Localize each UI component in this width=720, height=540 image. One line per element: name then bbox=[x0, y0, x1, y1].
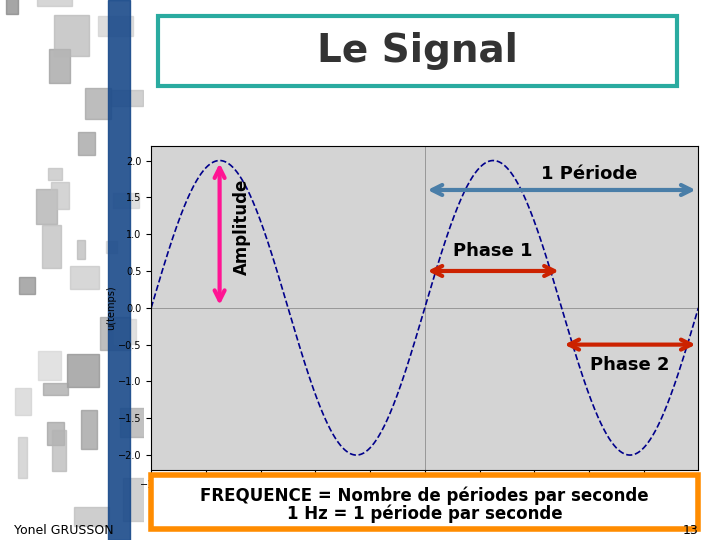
Bar bbox=[78, 488, 88, 506]
Bar bbox=[116, 457, 143, 489]
X-axis label: Temps: Temps bbox=[405, 495, 445, 508]
FancyBboxPatch shape bbox=[158, 16, 677, 86]
Bar bbox=[99, 387, 112, 405]
Bar bbox=[54, 436, 79, 476]
Bar bbox=[116, 166, 139, 191]
Y-axis label: u(temps): u(temps) bbox=[107, 286, 117, 330]
Bar bbox=[62, 366, 76, 395]
Text: 1 Hz = 1 période par seconde: 1 Hz = 1 période par seconde bbox=[287, 505, 562, 523]
Bar bbox=[81, 29, 99, 57]
Bar bbox=[83, 345, 109, 386]
Text: FREQUENCE = Nombre de périodes par seconde: FREQUENCE = Nombre de périodes par secon… bbox=[200, 487, 649, 505]
Bar bbox=[38, 178, 56, 208]
Text: Le Signal: Le Signal bbox=[318, 32, 518, 70]
Bar bbox=[39, 431, 67, 460]
Bar bbox=[108, 404, 124, 423]
FancyBboxPatch shape bbox=[151, 475, 698, 529]
Text: Phase 2: Phase 2 bbox=[590, 356, 670, 374]
Bar bbox=[100, 7, 126, 22]
Bar bbox=[108, 265, 121, 279]
Bar bbox=[95, 0, 117, 29]
Bar bbox=[2, 76, 24, 119]
Bar bbox=[104, 0, 128, 20]
Text: 13: 13 bbox=[683, 524, 698, 537]
Bar bbox=[57, 204, 84, 215]
Bar bbox=[11, 151, 46, 171]
Text: 1 Période: 1 Période bbox=[541, 165, 637, 183]
Bar bbox=[13, 494, 28, 528]
Bar bbox=[64, 226, 78, 254]
Bar bbox=[108, 0, 130, 540]
Bar bbox=[92, 271, 105, 310]
Bar bbox=[113, 29, 121, 63]
Bar bbox=[79, 509, 89, 524]
Text: Yonel GRUSSON: Yonel GRUSSON bbox=[14, 524, 114, 537]
Bar bbox=[85, 0, 120, 12]
Bar bbox=[27, 176, 50, 219]
Bar bbox=[33, 17, 54, 43]
Bar bbox=[25, 440, 39, 481]
Bar bbox=[117, 9, 127, 28]
Bar bbox=[62, 356, 78, 394]
Bar bbox=[4, 78, 30, 106]
Text: Phase 1: Phase 1 bbox=[454, 242, 533, 260]
Text: Amplitude: Amplitude bbox=[233, 179, 251, 275]
